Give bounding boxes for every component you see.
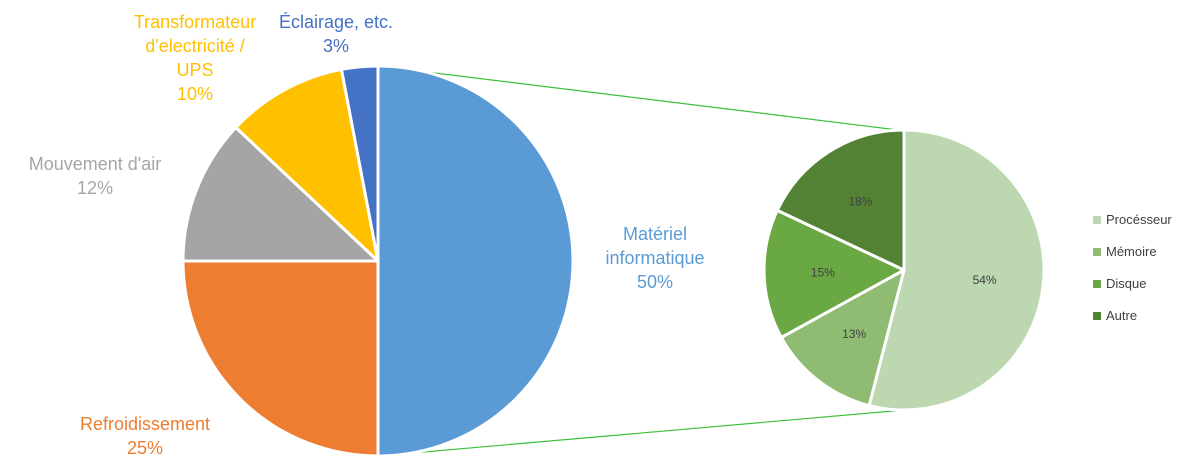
data-label-line: d'electricité / bbox=[145, 36, 244, 56]
legend-label: Mémoire bbox=[1106, 244, 1157, 259]
slice-autre bbox=[775, 128, 906, 272]
legend-item-memoire: Mémoire bbox=[1093, 244, 1157, 259]
slice-refroidissement bbox=[181, 259, 380, 458]
main-pie-labels: Matériel informatique 50% Refroidissement 25… bbox=[29, 12, 705, 458]
legend-label: Autre bbox=[1106, 308, 1137, 323]
data-label-line: Matériel bbox=[623, 224, 687, 244]
data-label-line: Mouvement d'air bbox=[29, 154, 162, 174]
data-label-refroidissement: Refroidissement 25% bbox=[80, 414, 210, 458]
legend-label: Disque bbox=[1106, 276, 1146, 291]
secondary-pie-labels: 54% 13% 15% 18% bbox=[811, 194, 997, 341]
legend-swatch bbox=[1093, 312, 1101, 320]
slice-disque bbox=[762, 208, 906, 339]
connector-lines bbox=[377, 65, 917, 457]
connector-line-top bbox=[377, 65, 899, 131]
slice-memoire bbox=[779, 268, 906, 408]
data-label-line: 10% bbox=[177, 84, 213, 104]
slice-mouvement-d-air bbox=[181, 126, 380, 263]
legend-swatch bbox=[1093, 248, 1101, 256]
data-label-line: 3% bbox=[323, 36, 349, 56]
legend-swatch bbox=[1093, 216, 1101, 224]
secondary-pie bbox=[762, 128, 1046, 412]
data-label-autre: 18% bbox=[848, 194, 872, 208]
slice-materiel-informatique bbox=[376, 64, 575, 458]
slice-transformateur-d-electricite-ups bbox=[234, 67, 380, 263]
data-label-memoire: 13% bbox=[842, 327, 866, 341]
data-label-processeur: 54% bbox=[973, 273, 997, 287]
data-label-materiel-informatique: Matériel informatique 50% bbox=[605, 224, 704, 292]
data-label-line: UPS bbox=[176, 60, 213, 80]
data-label-transformateur-d-electricite-ups: Transformateur d'electricité / UPS 10% bbox=[134, 12, 256, 104]
legend-swatch bbox=[1093, 280, 1101, 288]
data-label-disque: 15% bbox=[811, 266, 835, 280]
data-label-line: Transformateur bbox=[134, 12, 256, 32]
legend: Procésseur Mémoire Disque Autre bbox=[1093, 212, 1172, 323]
legend-item-autre: Autre bbox=[1093, 308, 1137, 323]
data-label-line: Refroidissement bbox=[80, 414, 210, 434]
data-label-line: 25% bbox=[127, 438, 163, 458]
slice-eclairage-etc bbox=[339, 64, 380, 263]
data-label-mouvement-d-air: Mouvement d'air 12% bbox=[29, 154, 162, 198]
data-label-eclairage-etc: Éclairage, etc. 3% bbox=[279, 12, 393, 56]
legend-item-disque: Disque bbox=[1093, 276, 1146, 291]
data-label-line: informatique bbox=[605, 248, 704, 268]
legend-label: Procésseur bbox=[1106, 212, 1172, 227]
slice-processeur bbox=[867, 128, 1046, 412]
data-label-line: 12% bbox=[77, 178, 113, 198]
data-label-line: 50% bbox=[637, 272, 673, 292]
legend-item-processeur: Procésseur bbox=[1093, 212, 1172, 227]
data-label-line: Éclairage, etc. bbox=[279, 12, 393, 32]
connector-line-bottom bbox=[377, 408, 917, 457]
main-pie bbox=[181, 64, 575, 458]
